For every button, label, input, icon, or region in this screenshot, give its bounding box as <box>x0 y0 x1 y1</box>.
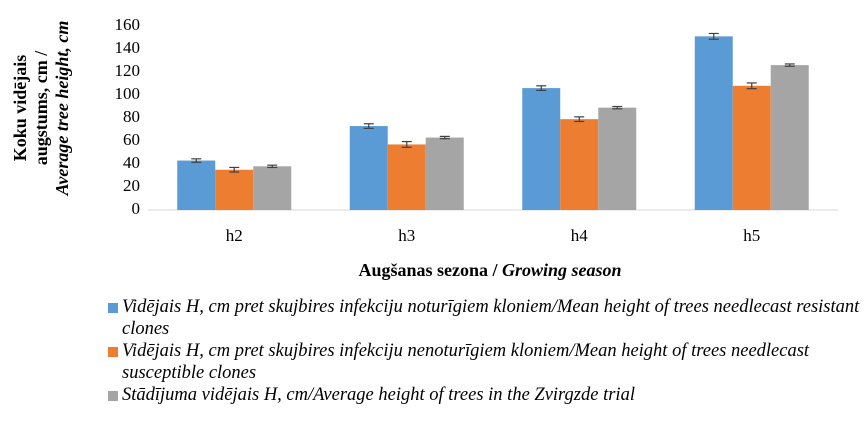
error-bar <box>401 140 412 148</box>
error-bar <box>574 116 585 123</box>
bar <box>387 144 426 210</box>
error-bar <box>267 164 278 169</box>
legend-label: Vidējais H, cm pret skujbires infekciju … <box>122 341 810 383</box>
error-bar <box>746 82 757 90</box>
y-tick-label: 20 <box>123 176 140 195</box>
y-tick-label: 80 <box>123 107 140 126</box>
error-bar <box>708 32 719 40</box>
bar <box>598 107 637 210</box>
bar <box>770 65 809 210</box>
y-tick-label: 40 <box>123 153 140 172</box>
x-axis-label-part: Augšanas sezona / <box>358 260 502 280</box>
x-tick-label: h5 <box>743 226 760 245</box>
legend-item: Vidējais H, cm pret skujbires infekciju … <box>108 296 860 340</box>
legend-item: Stādījuma vidējais H, cm/Average height … <box>108 384 860 406</box>
bar <box>215 169 254 210</box>
y-tick-label: 100 <box>115 84 141 103</box>
bar <box>253 166 292 210</box>
chart: Augšanas sezona / Growing season 0 20 40 60… <box>10 15 838 280</box>
y-axis-label: Koku vidējais <box>10 55 30 162</box>
error-bar <box>612 105 623 110</box>
legend-label: Vidējais H, cm pret skujbires infekciju … <box>122 297 860 339</box>
bar <box>177 160 216 210</box>
bar <box>560 119 599 210</box>
x-axis-label: Augšanas sezona / Growing season <box>358 260 621 280</box>
y-axis-label: Average tree height, cm <box>52 21 72 197</box>
legend-label: Stādījuma vidējais H, cm/Average height … <box>122 385 635 405</box>
legend-swatch <box>108 303 118 313</box>
y-tick-label: 140 <box>115 38 141 57</box>
error-bar <box>536 85 547 92</box>
x-tick-label: h2 <box>226 226 243 245</box>
error-bar <box>229 166 240 173</box>
error-bar <box>191 158 202 163</box>
y-axis-label: augstums, cm / <box>31 50 51 166</box>
bar <box>522 88 561 210</box>
bar <box>732 85 771 210</box>
x-axis-label-part: Growing season <box>502 260 622 280</box>
bar <box>425 137 464 210</box>
x-tick-label: h3 <box>398 226 415 245</box>
error-bar <box>784 63 795 67</box>
y-tick-label: 60 <box>123 130 140 149</box>
y-tick-label: 120 <box>115 61 141 80</box>
y-tick-label: 160 <box>115 15 141 34</box>
error-bar <box>363 123 374 129</box>
legend: Vidējais H, cm pret skujbires infekciju … <box>108 296 860 406</box>
bar <box>694 36 733 210</box>
legend-swatch <box>108 347 118 357</box>
legend-swatch <box>108 391 118 401</box>
legend-item: Vidējais H, cm pret skujbires infekciju … <box>108 340 860 384</box>
error-bar <box>439 135 450 140</box>
x-tick-label: h4 <box>571 226 589 245</box>
y-tick-label: 0 <box>132 199 141 218</box>
bar <box>349 126 388 210</box>
